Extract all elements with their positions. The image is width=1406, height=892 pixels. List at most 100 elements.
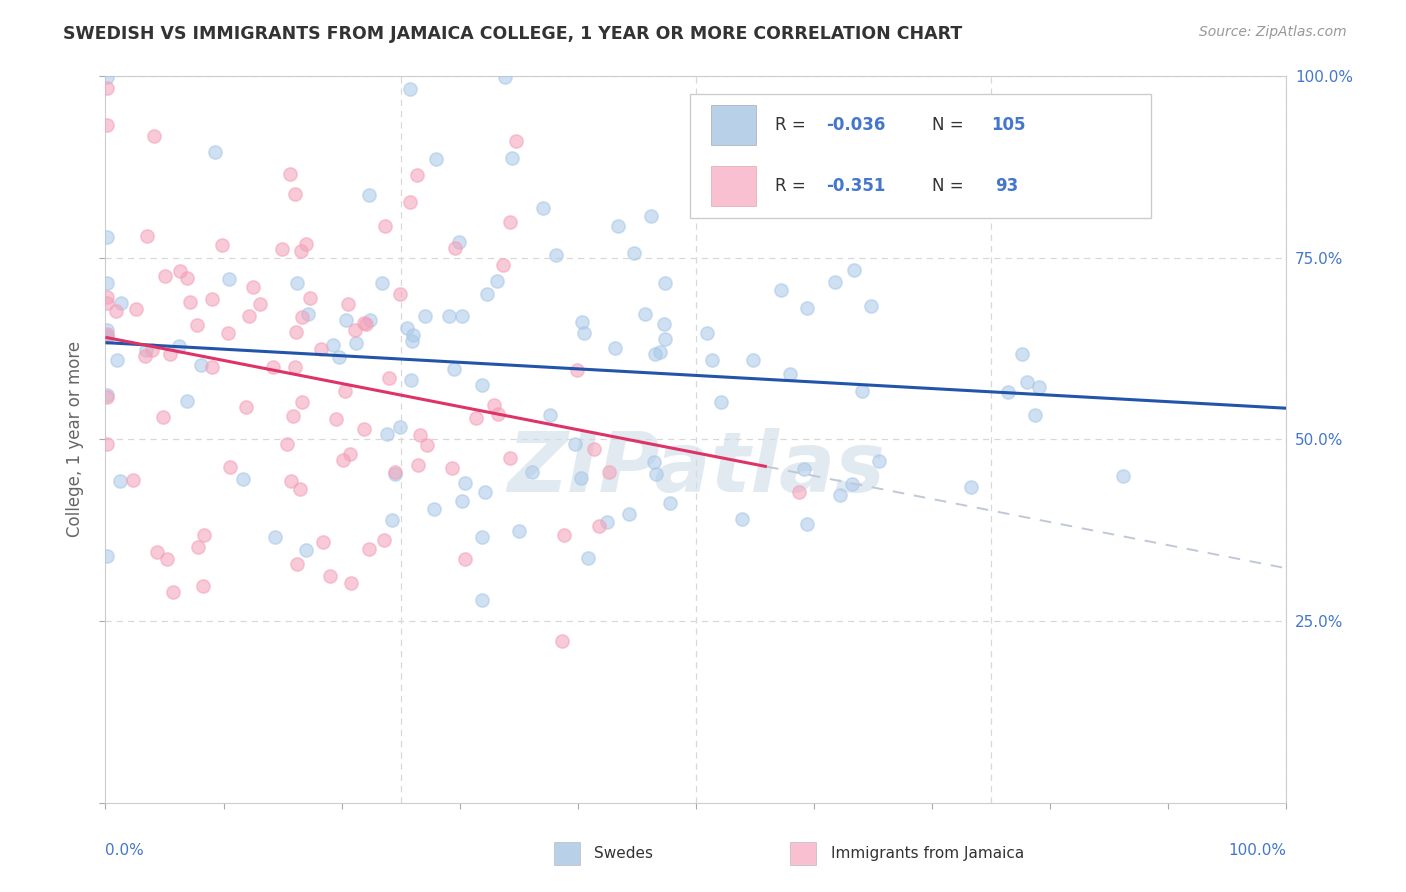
Point (135, 343, 157, 358)
Point (1112, 469, 1135, 483)
Point (544, 248, 567, 262)
Point (284, 325, 307, 339)
Point (159, 347, 181, 361)
Point (374, 219, 396, 233)
Point (312, 534, 335, 549)
Point (353, 316, 375, 330)
Point (96, 388, 118, 402)
Point (322, 338, 344, 352)
Point (384, 466, 406, 480)
FancyBboxPatch shape (711, 104, 756, 145)
Point (359, 313, 381, 327)
Point (851, 384, 873, 398)
Point (576, 551, 599, 566)
Point (508, 524, 530, 538)
Point (492, 258, 515, 272)
Point (453, 476, 475, 491)
Point (276, 437, 298, 451)
Point (416, 438, 439, 452)
Point (796, 301, 818, 316)
Point (153, 268, 176, 283)
Point (564, 436, 586, 450)
Point (402, 328, 425, 343)
Point (96, 296, 118, 310)
Point (169, 339, 191, 353)
Point (280, 474, 302, 488)
Point (603, 341, 626, 355)
Point (357, 541, 380, 556)
Point (281, 409, 304, 423)
Point (359, 187, 381, 202)
Text: R =: R = (775, 116, 811, 134)
Point (731, 511, 754, 525)
Point (96, 437, 118, 451)
Point (145, 545, 167, 559)
Point (648, 345, 671, 359)
Point (486, 274, 509, 288)
Point (285, 276, 308, 290)
Point (454, 551, 477, 566)
Text: R =: R = (775, 178, 817, 195)
Point (465, 410, 488, 425)
Point (162, 584, 184, 599)
Point (396, 320, 419, 334)
Text: N =: N = (932, 178, 969, 195)
Point (110, 296, 132, 310)
Point (295, 543, 318, 558)
Point (868, 454, 890, 468)
Point (104, 304, 127, 318)
Point (337, 297, 360, 311)
Point (238, 309, 260, 323)
Point (796, 516, 818, 531)
Point (176, 271, 198, 285)
Point (644, 347, 666, 361)
Point (399, 373, 422, 387)
Point (155, 552, 177, 566)
Point (520, 465, 543, 479)
Point (607, 219, 630, 234)
Point (297, 307, 319, 321)
Point (654, 332, 676, 346)
Point (451, 493, 474, 508)
Text: Swedes: Swedes (595, 847, 654, 861)
Bar (790, 842, 817, 865)
Point (787, 484, 810, 499)
Point (471, 378, 494, 392)
Point (285, 557, 308, 571)
Point (531, 202, 554, 216)
Point (413, 309, 436, 323)
Point (299, 291, 322, 305)
Point (344, 335, 367, 350)
Text: 0.0%: 0.0% (105, 843, 145, 858)
Point (475, 286, 498, 301)
Y-axis label: College, 1 year or more: College, 1 year or more (66, 342, 84, 537)
Point (217, 326, 239, 340)
Point (824, 275, 846, 289)
Point (96, 276, 118, 290)
Point (569, 470, 592, 484)
Point (654, 276, 676, 290)
Point (423, 501, 446, 516)
Point (598, 465, 620, 479)
Point (344, 323, 367, 337)
Point (370, 277, 392, 291)
Point (176, 394, 198, 409)
Point (588, 519, 610, 533)
Point (399, 195, 422, 210)
Point (291, 310, 314, 324)
Point (141, 343, 163, 358)
Point (108, 474, 131, 488)
Point (190, 358, 212, 372)
Point (290, 244, 312, 258)
Point (204, 145, 226, 160)
Point (136, 229, 159, 244)
Point (499, 450, 522, 465)
Point (249, 297, 271, 311)
Point (401, 334, 423, 348)
Point (596, 515, 619, 529)
Point (201, 293, 224, 307)
Point (96, 80, 118, 95)
Point (634, 307, 657, 321)
Point (218, 271, 240, 285)
Point (242, 279, 264, 293)
